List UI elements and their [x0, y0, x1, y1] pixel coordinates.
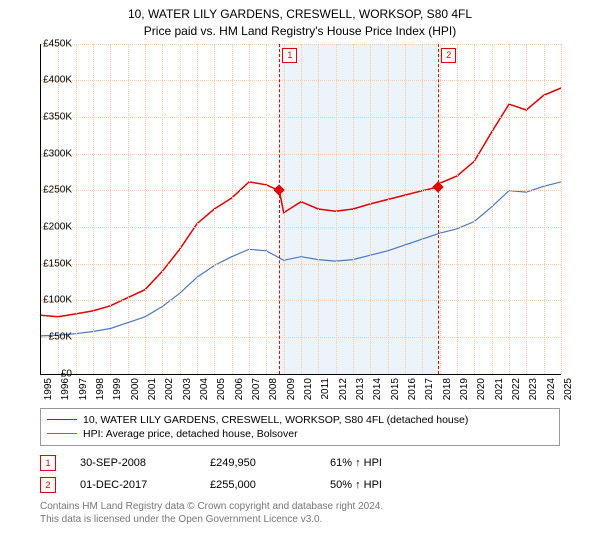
page-title: 10, WATER LILY GARDENS, CRESWELL, WORKSO… [0, 0, 600, 23]
grid-v [440, 44, 441, 374]
legend-row: HPI: Average price, detached house, Bols… [47, 427, 553, 441]
ytick-label: £50K [32, 331, 72, 342]
grid-v [318, 44, 319, 374]
xtick-label: 2000 [130, 378, 141, 400]
grid-v [422, 44, 423, 374]
xtick-label: 2008 [268, 378, 279, 400]
xtick-label: 1999 [112, 378, 123, 400]
grid-v [388, 44, 389, 374]
transaction-price: £249,950 [210, 457, 330, 469]
xtick-label: 2019 [459, 378, 470, 400]
legend-row: 10, WATER LILY GARDENS, CRESWELL, WORKSO… [47, 413, 553, 427]
ytick-label: £150K [32, 258, 72, 269]
xtick-label: 1995 [43, 378, 54, 400]
grid-v [526, 44, 527, 374]
xtick-label: 2016 [407, 378, 418, 400]
xtick-label: 2018 [442, 378, 453, 400]
transaction-price: £255,000 [210, 479, 330, 491]
transaction-flag: 2 [441, 48, 456, 63]
grid-v [214, 44, 215, 374]
grid-v [492, 44, 493, 374]
grid-v [336, 44, 337, 374]
xtick-label: 2009 [286, 378, 297, 400]
grid-v [145, 44, 146, 374]
grid-v [474, 44, 475, 374]
xtick-label: 2005 [216, 378, 227, 400]
ytick-label: £100K [32, 295, 72, 306]
ytick-label: £450K [32, 38, 72, 49]
ytick-label: £300K [32, 148, 72, 159]
legend: 10, WATER LILY GARDENS, CRESWELL, WORKSO… [40, 408, 560, 446]
xtick-label: 1998 [95, 378, 106, 400]
transaction-row: 1 30-SEP-2008£249,95061% ↑ HPI [40, 452, 600, 474]
xtick-label: 2014 [372, 378, 383, 400]
xtick-label: 2002 [164, 378, 175, 400]
legend-label-1: HPI: Average price, detached house, Bols… [83, 428, 298, 440]
grid-v [405, 44, 406, 374]
grid-v [197, 44, 198, 374]
xtick-label: 2003 [182, 378, 193, 400]
xtick-label: 2001 [147, 378, 158, 400]
xtick-label: 2013 [355, 378, 366, 400]
xtick-label: 2023 [528, 378, 539, 400]
xtick-label: 1997 [78, 378, 89, 400]
grid-v [370, 44, 371, 374]
transaction-pct: 61% ↑ HPI [330, 457, 430, 469]
xtick-label: 2006 [234, 378, 245, 400]
transaction-pct: 50% ↑ HPI [330, 479, 430, 491]
transaction-row: 2 01-DEC-2017£255,00050% ↑ HPI [40, 474, 600, 496]
transaction-row-flag: 1 [40, 455, 56, 471]
footer-line1: Contains HM Land Registry data © Crown c… [40, 500, 600, 513]
footer: Contains HM Land Registry data © Crown c… [40, 500, 600, 526]
grid-v [93, 44, 94, 374]
grid-v [509, 44, 510, 374]
footer-line2: This data is licensed under the Open Gov… [40, 513, 600, 526]
ytick-label: £350K [32, 111, 72, 122]
xtick-label: 2007 [251, 378, 262, 400]
ytick-label: £250K [32, 185, 72, 196]
grid-v [249, 44, 250, 374]
grid-v [266, 44, 267, 374]
transaction-date: 01-DEC-2017 [80, 479, 210, 491]
grid-v [76, 44, 77, 374]
legend-swatch-1 [47, 433, 77, 434]
xtick-label: 2021 [494, 378, 505, 400]
grid-v [301, 44, 302, 374]
grid-v [544, 44, 545, 374]
grid-v [457, 44, 458, 374]
grid-v [110, 44, 111, 374]
xtick-label: 2022 [511, 378, 522, 400]
xtick-label: 2015 [390, 378, 401, 400]
xtick-label: 1996 [60, 378, 71, 400]
xtick-label: 2017 [424, 378, 435, 400]
transactions-table: 1 30-SEP-2008£249,95061% ↑ HPI 2 01-DEC-201… [40, 452, 600, 496]
page-subtitle: Price paid vs. HM Land Registry's House … [0, 23, 600, 44]
legend-label-0: 10, WATER LILY GARDENS, CRESWELL, WORKSO… [83, 414, 468, 426]
transaction-row-flag: 2 [40, 477, 56, 493]
grid-v [180, 44, 181, 374]
chart: 12 £0£50K£100K£150K£200K£250K£300K£350K£… [40, 44, 596, 406]
transaction-vline [279, 44, 280, 374]
grid-v [353, 44, 354, 374]
grid-v [232, 44, 233, 374]
grid-v [284, 44, 285, 374]
grid-v [162, 44, 163, 374]
xtick-label: 2004 [199, 378, 210, 400]
xtick-label: 2025 [563, 378, 574, 400]
xtick-label: 2011 [320, 378, 331, 400]
grid-v [561, 44, 562, 374]
grid-v [128, 44, 129, 374]
xtick-label: 2010 [303, 378, 314, 400]
xtick-label: 2024 [546, 378, 557, 400]
ytick-label: £200K [32, 221, 72, 232]
legend-swatch-0 [47, 419, 77, 420]
plot-inner: 12 [40, 44, 561, 375]
transaction-date: 30-SEP-2008 [80, 457, 210, 469]
transaction-vline [438, 44, 439, 374]
ytick-label: £400K [32, 75, 72, 86]
grid-v [58, 44, 59, 374]
xtick-label: 2012 [338, 378, 349, 400]
transaction-flag: 1 [282, 48, 297, 63]
xtick-label: 2020 [476, 378, 487, 400]
